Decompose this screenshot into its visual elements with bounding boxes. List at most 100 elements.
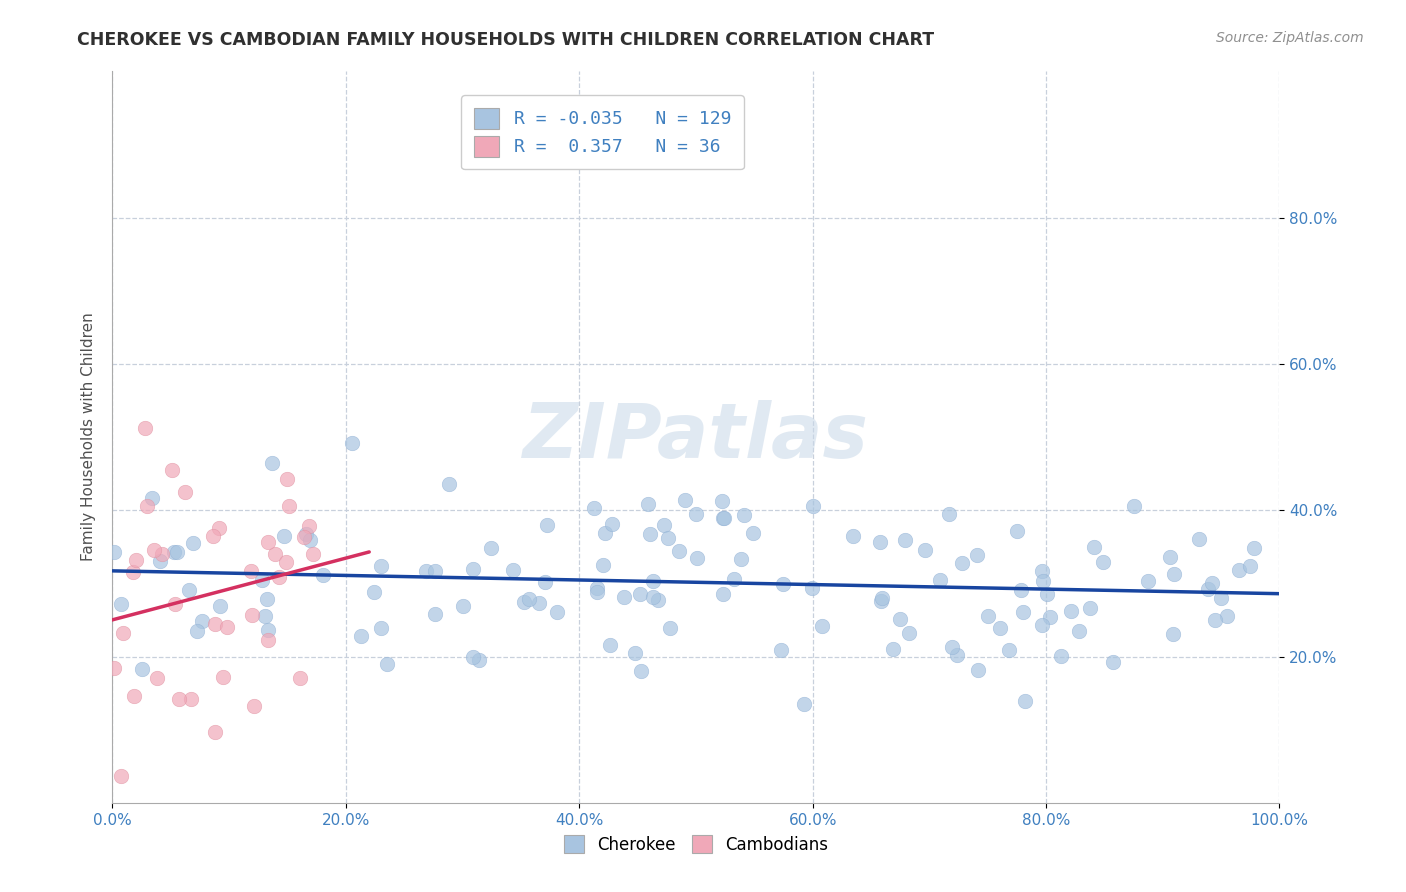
Point bbox=[966, 549, 988, 563]
Point bbox=[141, 491, 163, 505]
Point bbox=[267, 570, 290, 584]
Point bbox=[638, 527, 661, 541]
Point bbox=[713, 510, 735, 524]
Point bbox=[1227, 563, 1250, 577]
Point bbox=[294, 530, 316, 544]
Point bbox=[657, 531, 679, 545]
Point bbox=[1197, 582, 1219, 597]
Point bbox=[1039, 609, 1062, 624]
Point bbox=[298, 518, 321, 533]
Point bbox=[201, 528, 224, 542]
Point bbox=[1159, 550, 1181, 565]
Point bbox=[437, 477, 460, 491]
Point bbox=[585, 581, 607, 595]
Point bbox=[613, 590, 636, 604]
Point bbox=[1010, 583, 1032, 598]
Point bbox=[624, 646, 647, 660]
Point bbox=[149, 554, 172, 568]
Point bbox=[211, 670, 233, 684]
Point bbox=[277, 499, 299, 513]
Point bbox=[1060, 604, 1083, 618]
Point bbox=[110, 769, 132, 783]
Point bbox=[207, 521, 229, 535]
Point bbox=[152, 547, 174, 561]
Point bbox=[741, 525, 763, 540]
Point bbox=[340, 435, 363, 450]
Point bbox=[870, 594, 893, 608]
Point bbox=[513, 595, 536, 609]
Point bbox=[273, 529, 295, 543]
Point bbox=[165, 597, 187, 611]
Point bbox=[533, 575, 555, 590]
Point bbox=[583, 500, 606, 515]
Point bbox=[479, 541, 502, 555]
Point bbox=[673, 492, 696, 507]
Point bbox=[801, 499, 824, 513]
Point bbox=[889, 612, 911, 626]
Point bbox=[1078, 600, 1101, 615]
Text: Source: ZipAtlas.com: Source: ZipAtlas.com bbox=[1216, 31, 1364, 45]
Point bbox=[517, 592, 540, 607]
Legend: Cherokee, Cambodians: Cherokee, Cambodians bbox=[557, 829, 835, 860]
Point bbox=[967, 663, 990, 677]
Point bbox=[1014, 694, 1036, 708]
Point bbox=[1031, 565, 1053, 579]
Point bbox=[950, 557, 973, 571]
Point bbox=[1101, 655, 1123, 669]
Point bbox=[898, 626, 921, 640]
Point bbox=[723, 572, 745, 586]
Point bbox=[529, 596, 551, 610]
Point bbox=[217, 620, 239, 634]
Point bbox=[882, 641, 904, 656]
Point bbox=[363, 584, 385, 599]
Point bbox=[103, 661, 125, 675]
Point bbox=[769, 643, 792, 657]
Text: CHEROKEE VS CAMBODIAN FAMILY HOUSEHOLDS WITH CHILDREN CORRELATION CHART: CHEROKEE VS CAMBODIAN FAMILY HOUSEHOLDS … bbox=[77, 31, 935, 49]
Point bbox=[988, 621, 1011, 635]
Point bbox=[110, 597, 132, 611]
Point bbox=[134, 421, 156, 435]
Point bbox=[1050, 648, 1073, 663]
Point bbox=[1188, 532, 1211, 546]
Point bbox=[842, 528, 865, 542]
Point bbox=[294, 527, 316, 541]
Point bbox=[1163, 566, 1185, 581]
Point bbox=[288, 671, 311, 685]
Point bbox=[592, 558, 614, 572]
Point bbox=[711, 587, 734, 601]
Point bbox=[451, 599, 474, 613]
Point bbox=[801, 582, 824, 596]
Point bbox=[136, 499, 159, 513]
Point bbox=[1204, 613, 1226, 627]
Point bbox=[179, 582, 201, 597]
Point bbox=[415, 564, 437, 578]
Point bbox=[977, 609, 1000, 624]
Point bbox=[730, 552, 752, 566]
Point bbox=[652, 517, 675, 532]
Point bbox=[1005, 524, 1028, 539]
Text: ZIPatlas: ZIPatlas bbox=[523, 401, 869, 474]
Point bbox=[998, 642, 1021, 657]
Point bbox=[276, 555, 298, 569]
Point bbox=[1163, 627, 1185, 641]
Point bbox=[1031, 574, 1053, 588]
Point bbox=[711, 494, 734, 508]
Point bbox=[1069, 624, 1091, 639]
Point bbox=[257, 535, 280, 549]
Point bbox=[668, 543, 690, 558]
Point bbox=[600, 516, 623, 531]
Point bbox=[536, 517, 558, 532]
Point bbox=[142, 543, 165, 558]
Point bbox=[257, 632, 280, 647]
Point bbox=[250, 573, 273, 587]
Point bbox=[772, 577, 794, 591]
Point bbox=[425, 564, 447, 578]
Point bbox=[941, 640, 963, 654]
Point bbox=[1239, 559, 1261, 574]
Point bbox=[686, 551, 709, 566]
Point bbox=[546, 605, 568, 619]
Point bbox=[370, 559, 392, 574]
Point bbox=[131, 662, 153, 676]
Point bbox=[945, 648, 967, 662]
Point bbox=[209, 599, 232, 613]
